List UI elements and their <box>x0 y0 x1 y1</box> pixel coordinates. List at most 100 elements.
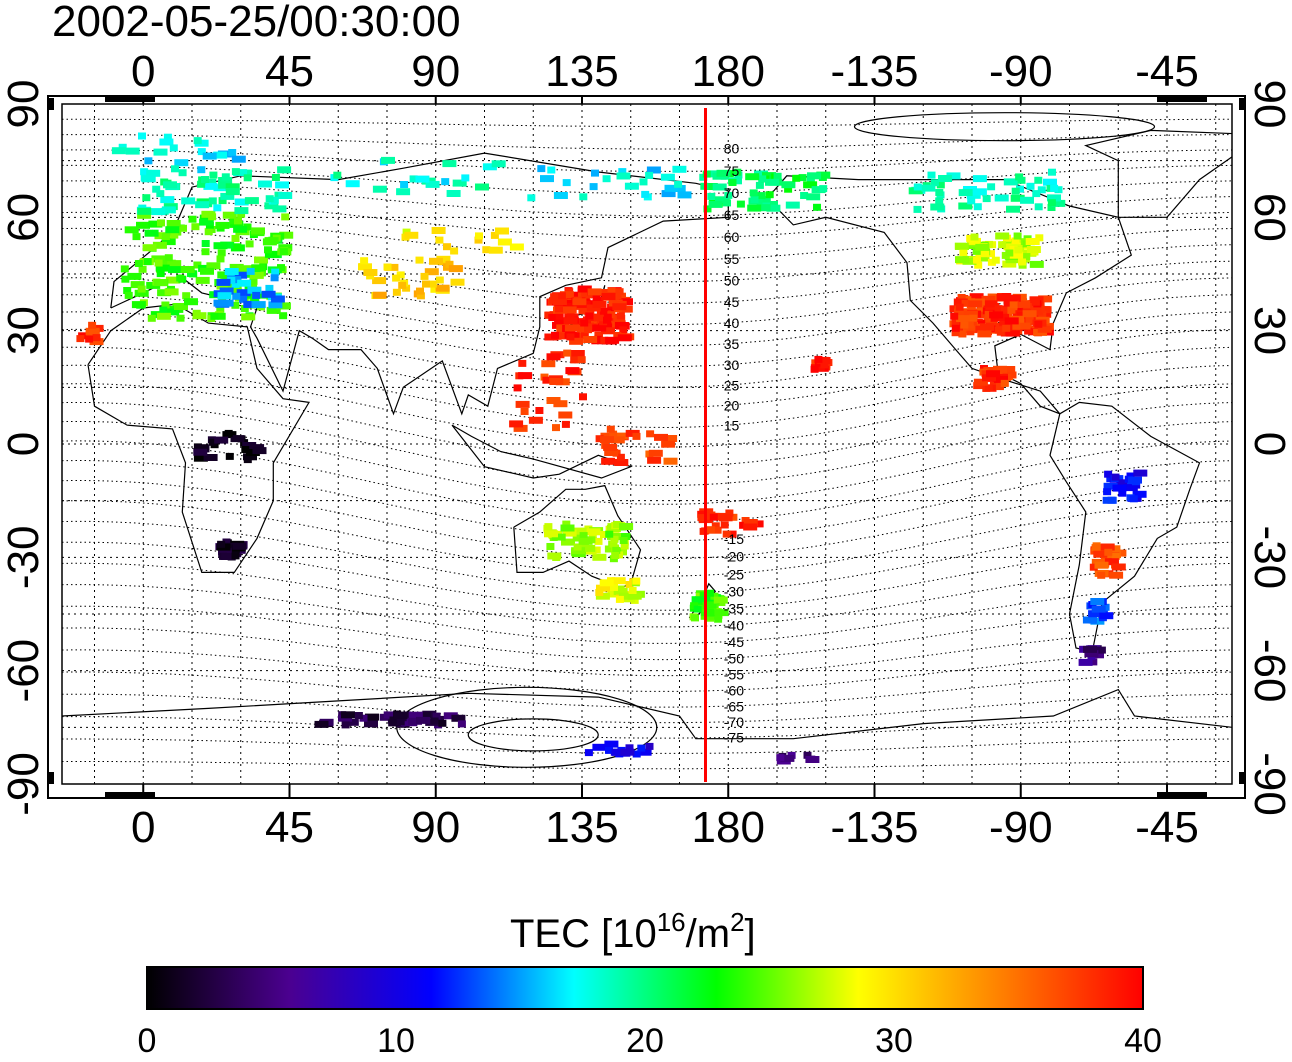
tec-pixel <box>792 174 801 182</box>
tec-pixel <box>242 442 257 449</box>
tec-pixel <box>935 197 944 205</box>
tec-pixel <box>396 188 411 196</box>
tec-pixel <box>977 330 992 338</box>
tec-pixel <box>819 185 828 193</box>
right-lat-tick-label: -90 <box>1245 752 1292 816</box>
tec-pixel <box>372 277 387 285</box>
tec-pixel <box>587 288 602 296</box>
frame-bar <box>105 792 155 798</box>
tec-pixel <box>450 278 465 286</box>
tec-pixel <box>1083 645 1097 653</box>
tec-pixel <box>616 312 625 320</box>
tec-pixel <box>224 268 239 275</box>
tec-pixel <box>520 408 529 415</box>
tec-pixel <box>579 393 587 401</box>
tec-pixel <box>569 337 584 345</box>
tec-pixel <box>625 744 634 752</box>
tec-pixel <box>137 285 146 293</box>
tec-pixel <box>359 714 368 722</box>
tec-pixel <box>601 293 616 300</box>
tec-pixel <box>341 721 350 729</box>
tec-pixel <box>166 220 181 227</box>
tec-pixel <box>969 293 984 301</box>
tec-pixel <box>268 301 283 309</box>
tec-pixel <box>813 203 821 211</box>
tec-pixel <box>677 191 692 199</box>
frame-bar <box>48 98 54 110</box>
tec-pixel <box>161 206 176 214</box>
tec-pixel <box>663 457 678 465</box>
tec-pixel <box>743 523 758 531</box>
colorbar-tick-label: 10 <box>377 1022 415 1057</box>
contour-label: -30 <box>724 584 744 600</box>
tec-pixel <box>527 194 536 202</box>
tec-pixel <box>435 284 450 292</box>
tec-pixel <box>270 274 279 282</box>
tec-pixel <box>197 180 206 188</box>
tec-pixel <box>975 325 984 333</box>
left-lat-tick-label: -60 <box>0 639 48 703</box>
tec-pixel <box>972 188 987 196</box>
tec-pixel <box>1004 317 1019 325</box>
tec-pixel <box>143 258 152 266</box>
tec-pixel <box>703 205 712 213</box>
north-pole-contour <box>853 112 1156 142</box>
tec-pixel <box>972 247 981 255</box>
tec-pixel <box>217 249 226 257</box>
tec-pixel <box>231 301 240 309</box>
tec-pixel <box>154 259 163 267</box>
tec-pixel <box>562 306 577 314</box>
tec-pixel <box>974 261 983 269</box>
tec-pixel <box>151 208 166 216</box>
contour-label: -60 <box>724 682 744 698</box>
tec-pixel <box>818 174 827 181</box>
tec-pixel <box>156 312 171 320</box>
tec-pixel <box>275 181 290 189</box>
tec-pixel <box>610 535 619 543</box>
tec-pixel <box>674 180 683 188</box>
tec-pixel <box>88 321 97 329</box>
tec-pixel <box>592 743 607 751</box>
tec-pixel <box>661 440 676 448</box>
tec-pixel <box>1084 650 1099 658</box>
tec-pixel <box>620 542 629 550</box>
tec-pixel <box>987 250 995 258</box>
tec-pixel <box>281 213 290 221</box>
tec-pixel <box>165 226 180 234</box>
tec-pixel <box>513 424 528 432</box>
tec-pixel <box>714 609 729 617</box>
top-lon-tick-label: 180 <box>692 47 765 96</box>
tec-pixel <box>565 367 580 375</box>
tec-pixel <box>237 279 252 287</box>
tec-pixel <box>571 547 586 555</box>
tec-pixel <box>482 246 491 254</box>
tec-pixel <box>1104 558 1119 566</box>
tec-pixel <box>578 537 593 545</box>
tec-pixel <box>1131 478 1140 486</box>
bottom-lon-tick-label: -45 <box>1135 803 1199 852</box>
magnetic-contour <box>62 562 1232 628</box>
tec-pixel <box>142 244 157 252</box>
contour-label: 50 <box>724 273 740 289</box>
tec-pixel <box>243 174 252 182</box>
tec-pixel <box>396 718 405 726</box>
tec-pixel <box>570 356 579 364</box>
tec-pixel <box>773 172 782 180</box>
tec-pixel <box>495 227 509 235</box>
colorbar-ticks: 0 10 20 30 40 <box>138 1022 1162 1060</box>
tec-pixel <box>431 227 446 234</box>
magnetic-contour <box>62 761 1232 770</box>
tec-pixel <box>354 712 363 719</box>
contour-label: 65 <box>724 207 740 223</box>
colorbar-label-main: TEC [10 <box>510 912 657 956</box>
tec-pixel <box>605 530 614 538</box>
tec-pixel <box>963 311 978 318</box>
tec-pixel <box>1111 473 1120 481</box>
contour-label: -35 <box>724 601 744 617</box>
tec-pixel <box>645 171 654 179</box>
tec-pixel <box>134 289 149 297</box>
tec-pixel <box>197 166 206 174</box>
tec-pixel <box>733 168 742 176</box>
frame-bar <box>1157 96 1207 102</box>
tec-pixel <box>180 266 195 273</box>
